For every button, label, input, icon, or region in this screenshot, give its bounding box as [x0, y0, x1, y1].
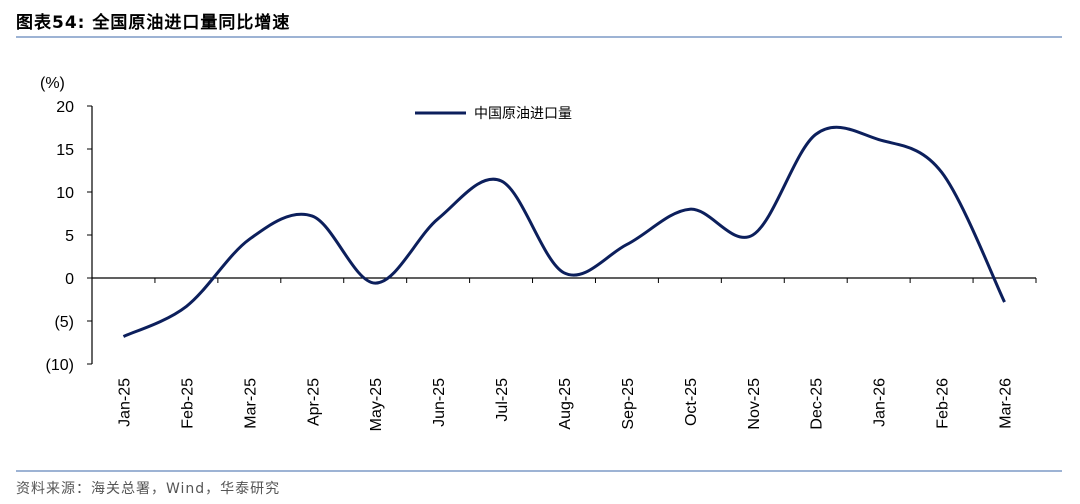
x-tick-label: Mar-26 [998, 378, 1015, 429]
x-tick-label: Feb-25 [179, 378, 196, 429]
x-tick-label: May-25 [368, 378, 385, 431]
x-tick-label: Mar-25 [242, 378, 259, 429]
x-tick-label: Sep-25 [620, 378, 637, 430]
title-divider [16, 36, 1062, 38]
x-tick-label: Nov-25 [746, 378, 763, 430]
y-tick-labels: 20 15 10 5 0 (5) (10) [46, 99, 75, 374]
x-tick-label: Aug-25 [557, 378, 574, 430]
y-unit-label: (%) [40, 75, 65, 92]
x-tick-label: Apr-25 [305, 378, 322, 426]
series-line [122, 125, 1006, 338]
figure-title: 图表54: 全国原油进口量同比增速 [16, 13, 291, 33]
x-tick-label: Feb-26 [935, 378, 952, 429]
x-tick-labels: Jan-25 Feb-25 Mar-25 Apr-25 May-25 Jun-25 Jul-… [116, 378, 1014, 431]
x-tick-label: Jan-26 [872, 378, 889, 427]
footer-divider [16, 470, 1062, 472]
chart-axes [87, 105, 1037, 365]
chart-legend: 中国原油进口量 [415, 106, 572, 122]
legend-label: 中国原油进口量 [474, 106, 572, 122]
y-tick-label: 10 [56, 185, 74, 202]
y-tick-label: (10) [46, 357, 74, 374]
x-tick-label: Jan-25 [116, 378, 133, 427]
y-tick-label: 0 [65, 271, 74, 288]
x-tick-label: Dec-25 [809, 378, 826, 430]
source-note: 资料来源：海关总署，Wind，华泰研究 [16, 481, 281, 497]
y-tick-label: 5 [65, 228, 74, 245]
y-tick-label: (5) [54, 314, 74, 331]
x-tick-label: Oct-25 [683, 378, 700, 426]
y-tick-label: 20 [56, 99, 74, 116]
line-chart: 20 15 10 5 0 (5) (10) Jan-25 Feb-25 Mar-25 Apr-25… [40, 75, 1037, 431]
y-tick-label: 15 [56, 142, 74, 159]
x-tick-label: Jul-25 [494, 378, 511, 422]
chart-series [122, 125, 1006, 338]
x-tick-label: Jun-25 [431, 378, 448, 427]
